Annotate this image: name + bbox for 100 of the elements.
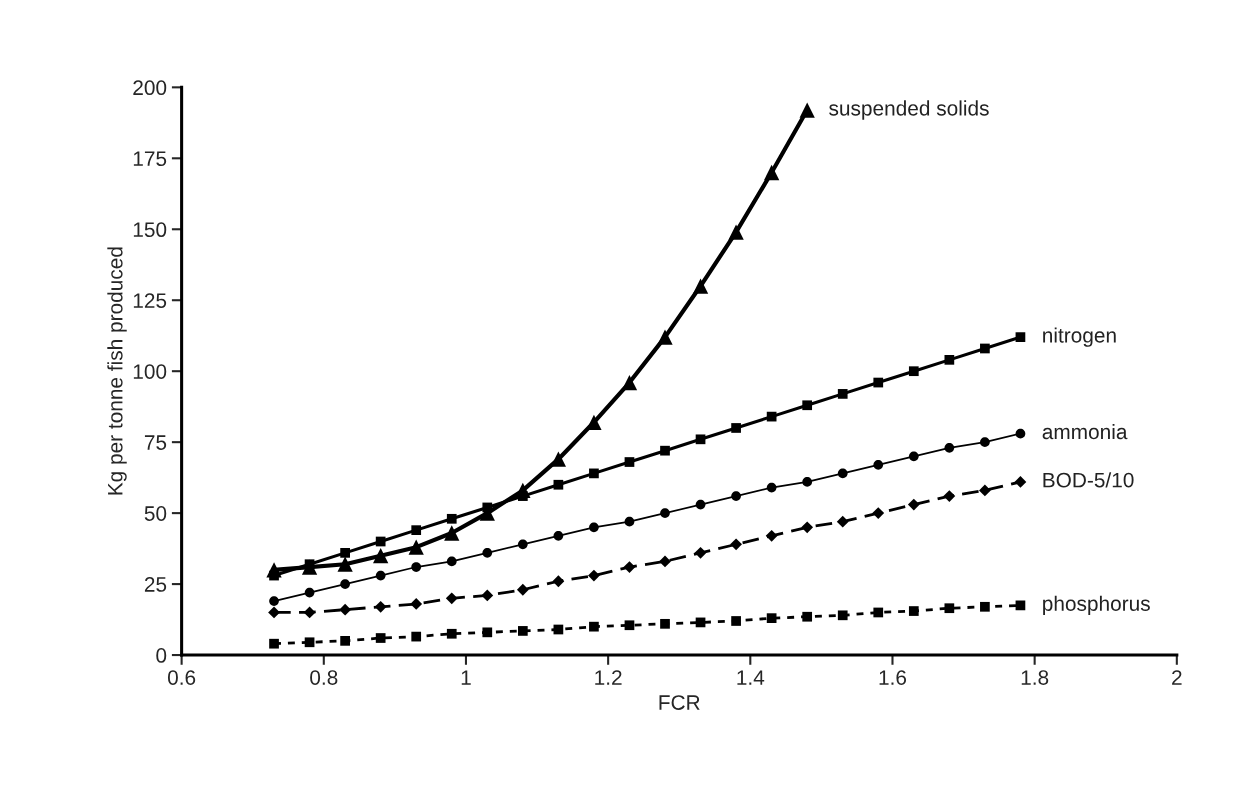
x-tick-label: 1.8 <box>1021 670 1049 685</box>
point <box>517 626 528 636</box>
point <box>586 414 602 430</box>
point <box>269 596 279 606</box>
x-tick-label: 0.8 <box>310 670 338 685</box>
point <box>482 627 493 638</box>
point <box>266 562 282 578</box>
point <box>268 606 280 619</box>
point <box>980 437 990 448</box>
y-tick-label: 25 <box>144 577 167 592</box>
point <box>943 490 956 502</box>
point <box>374 600 387 613</box>
y-axis-title: Kg per tonne fish produced <box>107 247 127 495</box>
point <box>304 587 315 598</box>
point <box>444 525 460 541</box>
point <box>516 583 529 596</box>
point <box>979 484 991 497</box>
point <box>1014 476 1027 488</box>
y-tick-label: 125 <box>133 293 167 308</box>
point <box>446 556 457 567</box>
point <box>445 592 458 605</box>
point <box>802 611 813 622</box>
point <box>980 343 990 354</box>
point <box>340 636 350 646</box>
point <box>660 445 670 456</box>
point <box>304 637 315 648</box>
point <box>301 559 318 575</box>
point <box>692 278 709 294</box>
point <box>731 423 741 433</box>
point <box>446 628 457 639</box>
point <box>944 603 955 614</box>
point <box>765 529 778 542</box>
point <box>408 539 424 555</box>
y-tick-label: 100 <box>133 364 167 379</box>
point <box>517 539 528 550</box>
series-label: BOD-5/10 <box>1043 472 1134 488</box>
point <box>589 468 599 479</box>
x-tick-label: 1.6 <box>879 670 907 685</box>
point <box>589 522 599 533</box>
point <box>837 389 848 399</box>
point <box>340 548 350 558</box>
point <box>481 589 494 602</box>
point <box>802 400 813 411</box>
point <box>764 164 780 181</box>
x-tick-label: 1.4 <box>737 670 765 685</box>
y-tick-label: 75 <box>144 435 167 450</box>
point <box>553 479 564 490</box>
x-tick-label: 0.6 <box>167 670 196 685</box>
point <box>337 556 353 572</box>
point <box>837 610 848 621</box>
point <box>907 498 920 511</box>
point <box>375 570 386 581</box>
y-tick-label: 150 <box>133 222 167 238</box>
point <box>269 638 279 649</box>
point <box>837 468 848 479</box>
point <box>411 562 422 572</box>
point <box>589 621 599 632</box>
point <box>908 366 919 377</box>
point <box>660 508 670 518</box>
point <box>801 521 814 534</box>
point <box>515 482 531 499</box>
point <box>802 477 813 487</box>
series-label: ammonia <box>1042 423 1128 440</box>
series-label: suspended solids <box>829 100 989 120</box>
point <box>482 548 493 558</box>
point <box>552 575 565 588</box>
point <box>799 102 815 118</box>
point <box>873 607 884 618</box>
point <box>695 434 706 445</box>
point <box>621 374 638 391</box>
point <box>766 613 777 624</box>
x-axis-title: FCR <box>659 695 700 710</box>
point <box>375 633 386 643</box>
y-tick-label: 50 <box>144 506 167 521</box>
point <box>624 457 635 467</box>
point <box>836 515 849 528</box>
x-tick-label: 1 <box>461 670 471 685</box>
point <box>303 606 316 619</box>
point <box>446 513 457 524</box>
point <box>1015 428 1026 439</box>
point <box>728 224 744 240</box>
x-tick-label: 2 <box>1172 670 1182 685</box>
point <box>410 598 423 610</box>
point <box>411 525 422 536</box>
point <box>659 555 671 568</box>
y-tick-label: 200 <box>133 80 167 96</box>
point <box>731 616 741 626</box>
point <box>980 601 990 612</box>
point <box>873 460 884 470</box>
point <box>872 507 885 520</box>
point <box>695 499 706 510</box>
point <box>623 561 636 573</box>
point <box>624 516 635 527</box>
point <box>624 620 635 631</box>
point <box>873 377 884 388</box>
point <box>908 606 919 616</box>
series-label: phosphorus <box>1043 595 1150 616</box>
point <box>730 538 742 551</box>
point <box>588 569 600 582</box>
point <box>375 536 386 547</box>
